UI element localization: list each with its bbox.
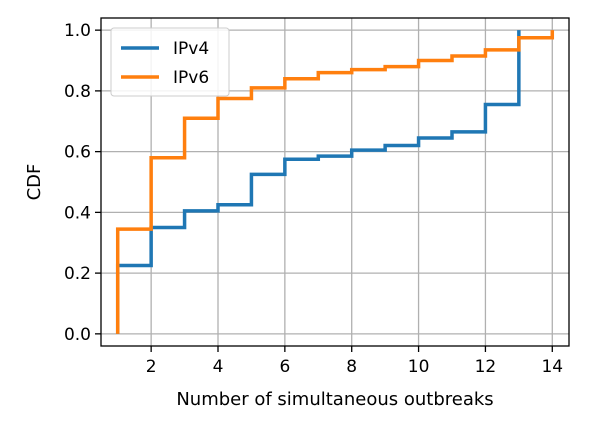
x-tick-label: 4: [213, 357, 224, 377]
y-tick-label: 0.0: [64, 325, 91, 345]
y-tick-label: 0.2: [64, 264, 91, 284]
y-tick-label: 0.4: [64, 203, 91, 223]
x-tick-label: 8: [346, 357, 357, 377]
series-line-ipv4: [115, 30, 521, 334]
legend-label-ipv6: IPv6: [173, 68, 209, 88]
legend-label-ipv4: IPv4: [173, 39, 209, 59]
legend-box: [110, 27, 230, 97]
x-tick-label: 14: [541, 357, 563, 377]
plot-frame: [100, 17, 570, 347]
series-line-ipv6: [115, 30, 555, 334]
legend: IPv4 IPv6: [110, 27, 230, 97]
x-tick-label: 2: [146, 357, 157, 377]
y-tick-label: 1.0: [64, 21, 91, 41]
x-axis-label: Number of simultaneous outbreaks: [176, 389, 493, 410]
x-tick-label: 10: [408, 357, 430, 377]
y-tick-label: 0.8: [64, 82, 91, 102]
axis-ticks: 2 4 6 8 10 12 14 0.0 0.2 0.4 0.6 0.8 1.0: [64, 21, 563, 377]
y-axis-label: CDF: [24, 164, 45, 201]
x-tick-label: 6: [279, 357, 290, 377]
y-tick-label: 0.6: [64, 143, 91, 163]
x-tick-label: 12: [475, 357, 497, 377]
series-lines: [115, 30, 555, 334]
